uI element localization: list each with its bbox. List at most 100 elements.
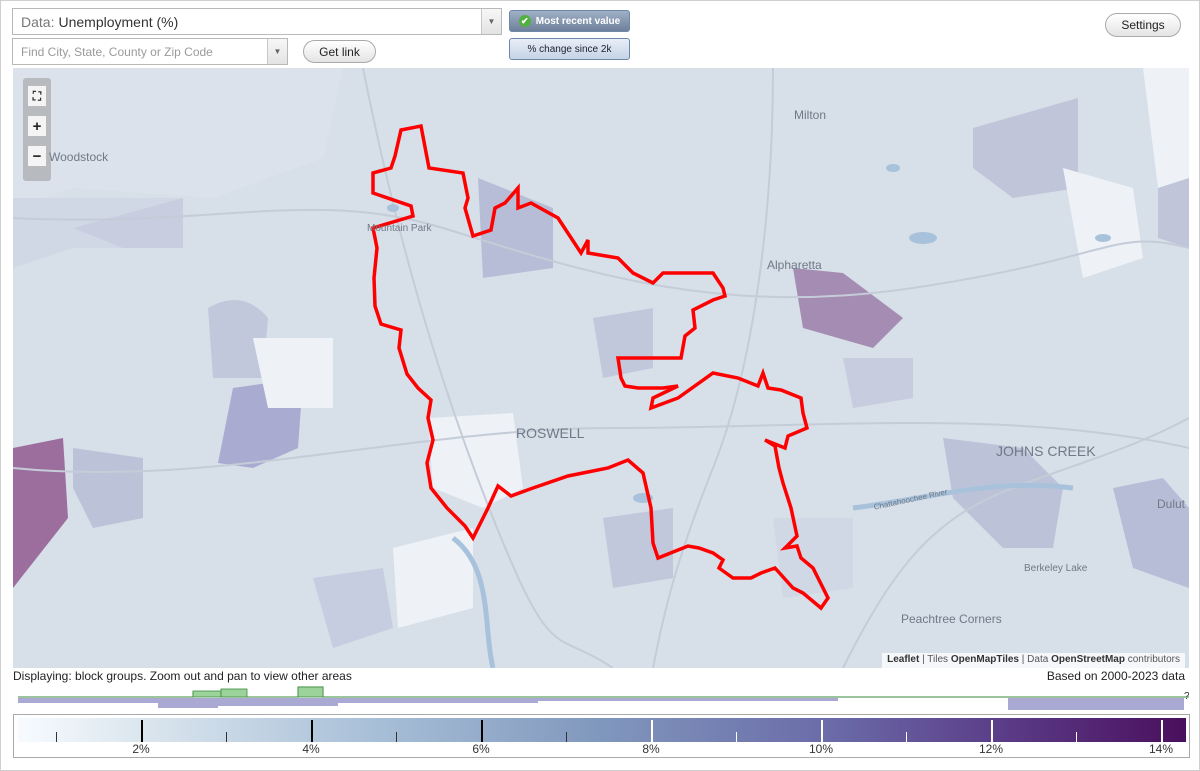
road	[842, 417, 1189, 668]
hist-bar-green	[220, 688, 248, 698]
legend-label-12: 12%	[978, 742, 1004, 756]
percent-change-toggle[interactable]: % change since 2k	[509, 38, 630, 60]
block-group	[13, 438, 68, 588]
legend-tick	[226, 732, 227, 742]
hist-bar-purple	[1008, 698, 1184, 710]
most-recent-value-label: Most recent value	[535, 15, 621, 27]
legend-label-2: 2%	[132, 742, 150, 756]
legend-tick	[1161, 720, 1163, 742]
display-status: Displaying: block groups. Zoom out and p…	[13, 669, 352, 683]
legend-label-10: 10%	[808, 742, 834, 756]
location-search-input[interactable]	[21, 44, 261, 59]
legend-tick	[141, 720, 143, 742]
chevron-down-icon[interactable]: ▼	[481, 9, 501, 34]
attribution-sep1: | Tiles	[922, 654, 949, 665]
legend-tick	[481, 720, 483, 742]
hist-bar-purple	[538, 698, 838, 701]
data-select-prefix: Data:	[21, 13, 55, 30]
block-group	[773, 518, 853, 598]
place-label-berkeley-lake: Berkeley Lake	[1024, 563, 1088, 574]
legend-label-6: 6%	[472, 742, 490, 756]
roads	[13, 68, 1189, 668]
data-select[interactable]: Data: Unemployment (%) ▼	[12, 8, 502, 35]
legend-tick	[906, 732, 907, 742]
openmaptiles-link[interactable]: OpenMapTiles	[950, 654, 1019, 665]
color-ramp	[18, 718, 1186, 742]
block-group	[13, 68, 343, 208]
map-attribution: Leaflet | Tiles OpenMapTiles | Data Open…	[882, 653, 1185, 668]
block-groups	[13, 68, 1189, 648]
block-group	[593, 308, 653, 378]
road	[13, 208, 1189, 299]
road	[13, 422, 1189, 474]
legend-tick	[311, 720, 313, 742]
map-view[interactable]: Woodstock Milton Mountain Park Alpharett…	[13, 68, 1189, 668]
legend-tick	[991, 720, 993, 742]
openstreetmap-link[interactable]: OpenStreetMap	[1051, 654, 1125, 665]
settings-button[interactable]: Settings	[1105, 13, 1181, 37]
legend-tick	[566, 732, 567, 742]
zoom-in-button[interactable]: +	[27, 115, 47, 137]
place-label-roswell: ROSWELL	[516, 425, 585, 441]
block-group	[428, 413, 523, 508]
block-group	[73, 198, 183, 248]
zoom-out-button[interactable]: −	[27, 145, 47, 167]
hist-bar-purple	[218, 698, 338, 706]
hist-bar-green	[297, 686, 324, 698]
hist-bar-purple	[338, 698, 538, 703]
lake	[387, 204, 399, 212]
place-label-alpharetta: Alpharetta	[767, 258, 822, 272]
block-group	[313, 568, 393, 648]
place-label-johns-creek: JOHNS CREEK	[996, 443, 1096, 459]
legend-tick	[56, 732, 57, 742]
chevron-down-icon[interactable]: ▼	[267, 39, 287, 64]
block-group	[1113, 478, 1189, 588]
legend-tick	[651, 720, 653, 742]
place-label-mountain-park: Mountain Park	[367, 223, 432, 234]
road	[362, 68, 614, 668]
block-group	[793, 268, 903, 348]
block-group	[1063, 168, 1143, 278]
block-group	[253, 338, 333, 408]
block-group	[393, 528, 473, 628]
lake	[886, 164, 900, 172]
legend-label-8: 8%	[642, 742, 660, 756]
legend-tick	[1076, 732, 1077, 742]
get-link-button[interactable]: Get link	[303, 40, 376, 63]
place-label-woodstock: Woodstock	[49, 150, 109, 164]
choropleth-layer	[13, 68, 1189, 668]
city-boundary	[370, 123, 831, 611]
leaflet-link[interactable]: Leaflet	[887, 654, 920, 665]
fit-bounds-button[interactable]: ⛶	[27, 85, 47, 107]
attribution-contributors: contributors	[1127, 654, 1180, 665]
block-group	[73, 448, 143, 528]
legend-label-4: 4%	[302, 742, 320, 756]
legend-label-14: 14%	[1148, 742, 1174, 756]
block-group	[1158, 178, 1189, 248]
hist-bar-green	[192, 690, 222, 698]
data-select-value: Unemployment (%)	[58, 13, 179, 30]
block-group	[843, 358, 913, 408]
distribution-histogram: ?	[13, 686, 1189, 710]
hist-bar-purple	[18, 698, 158, 703]
location-search[interactable]: ▼	[12, 38, 288, 65]
attribution-sep2: | Data	[1021, 654, 1049, 665]
checkmark-icon: ✔	[518, 15, 531, 27]
most-recent-value-toggle[interactable]: ✔ Most recent value	[509, 10, 630, 32]
block-group	[973, 98, 1078, 198]
river	[451, 482, 1074, 668]
block-group	[208, 300, 268, 378]
hist-bar-purple	[158, 698, 218, 708]
block-group	[1143, 68, 1189, 188]
legend-tick	[736, 732, 737, 742]
lake	[1095, 234, 1111, 242]
zoom-controls: ⛶ + −	[23, 78, 51, 181]
lake	[909, 232, 937, 244]
data-range-note: Based on 2000-2023 data	[1046, 669, 1185, 683]
block-group	[603, 508, 673, 588]
road	[652, 68, 774, 668]
legend-tick	[821, 720, 823, 742]
legend-tick	[396, 732, 397, 742]
color-legend: 2% 4% 6% 8% 10% 12% 14%	[13, 714, 1190, 758]
